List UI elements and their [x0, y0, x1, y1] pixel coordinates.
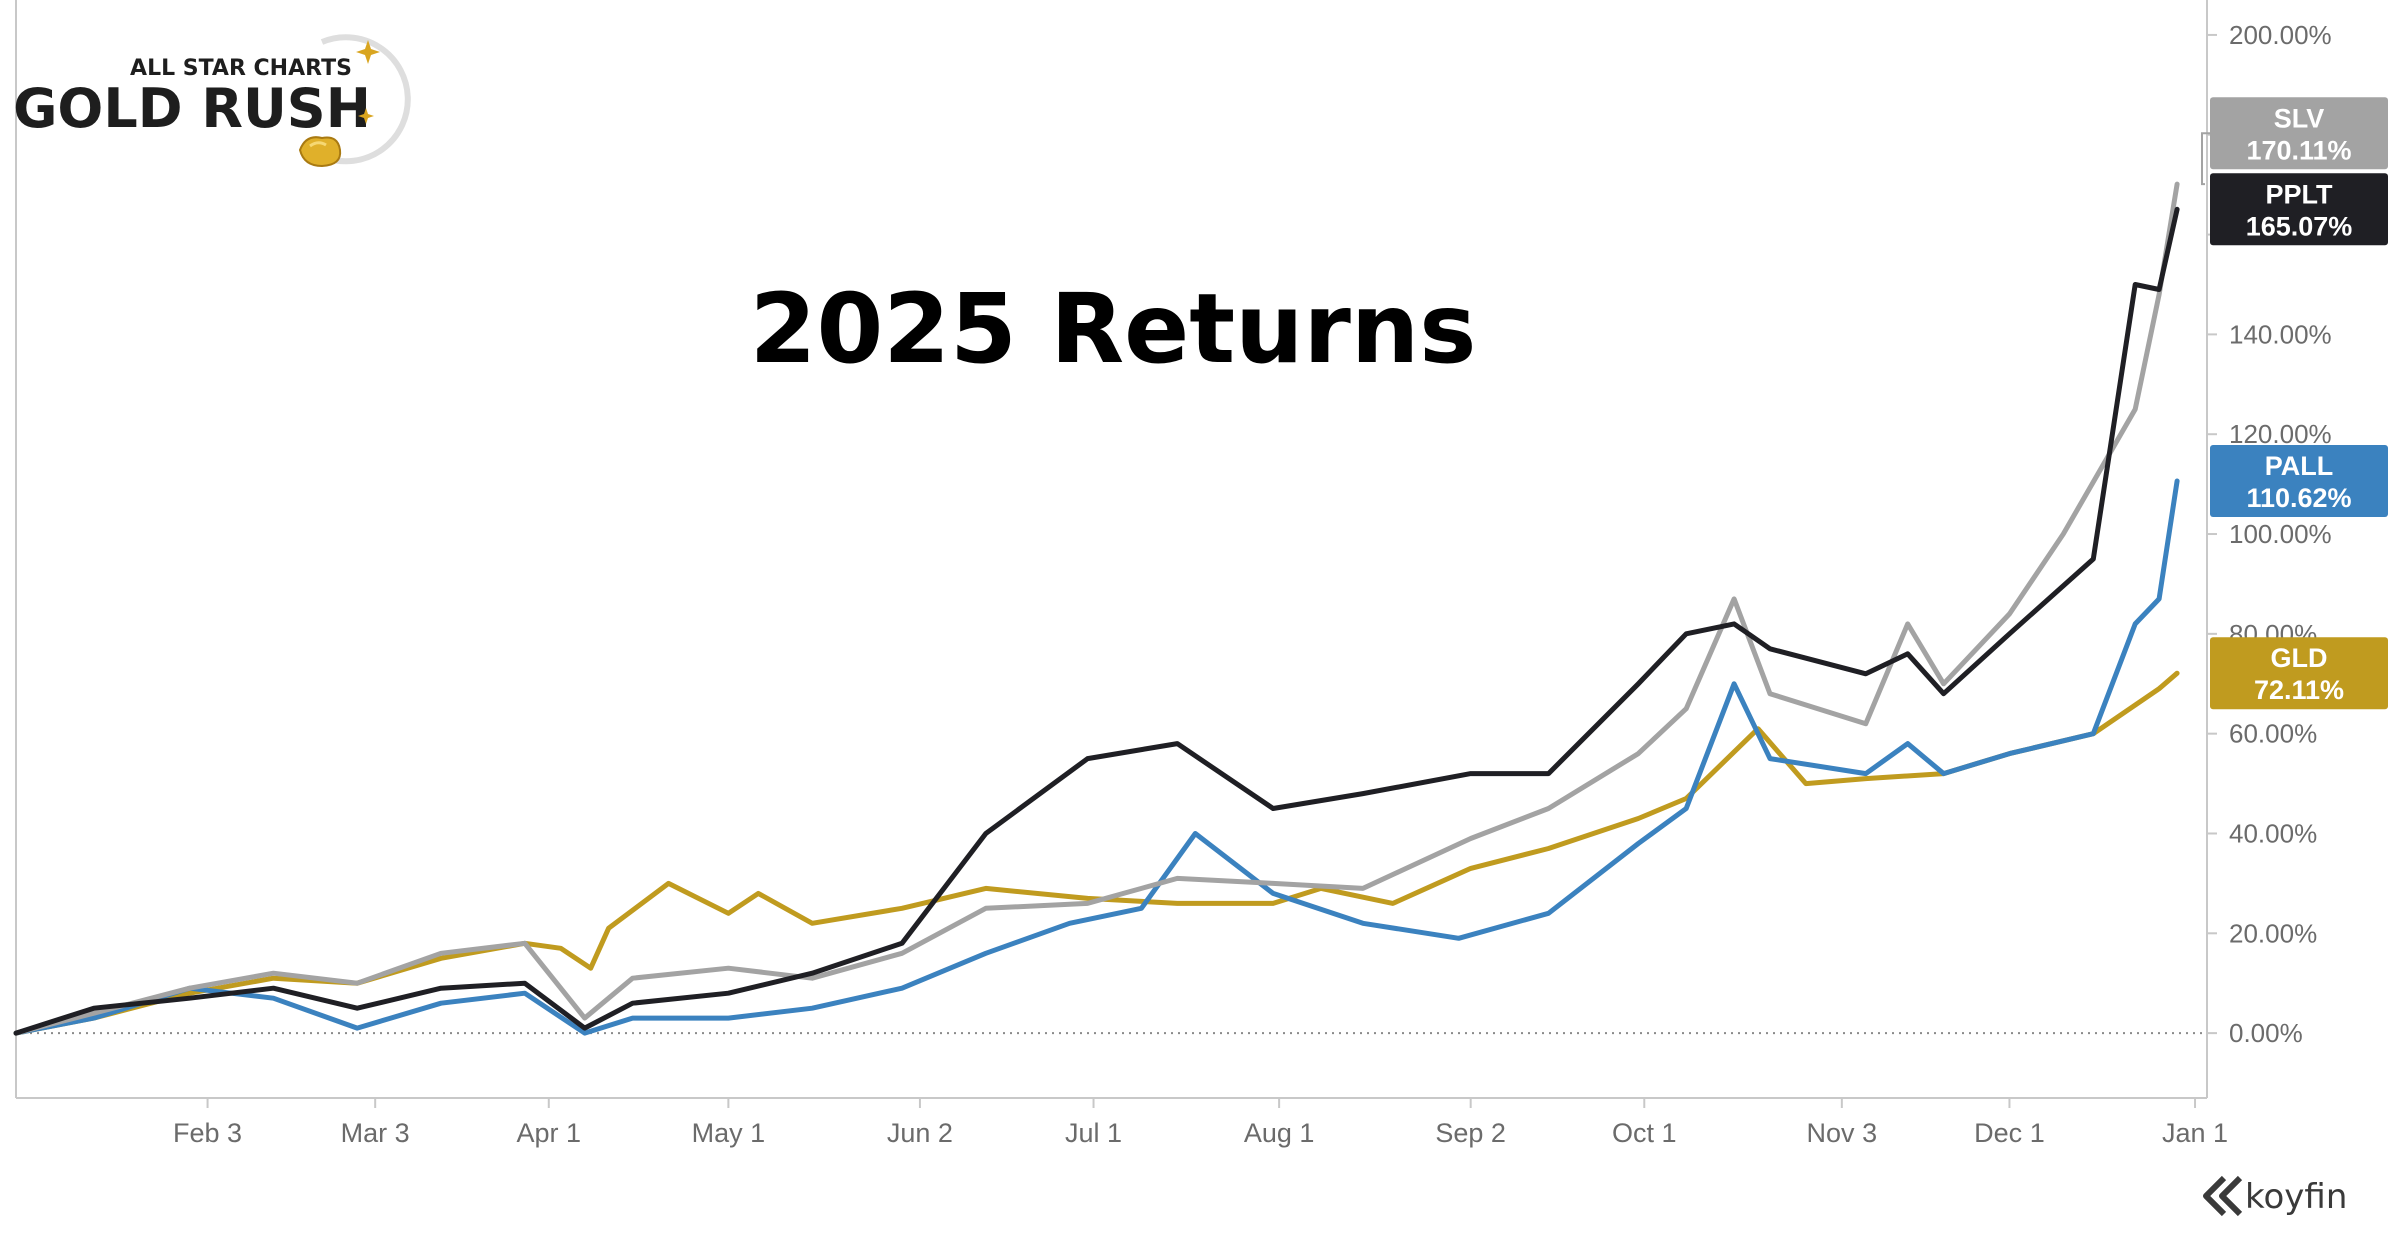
tag-series-name: GLD: [2271, 643, 2328, 673]
gold-rush-logo: ALL STAR CHARTS GOLD RUSH: [13, 34, 411, 168]
y-tick-label: 100.00%: [2229, 519, 2332, 549]
tag-series-value: 110.62%: [2246, 483, 2351, 513]
tag-box: [2210, 173, 2388, 246]
x-tick-label: Jul 1: [1065, 1118, 1122, 1148]
sparkle-icon: [356, 40, 380, 124]
tag-box: [2210, 637, 2388, 710]
x-tick-label: Jun 2: [887, 1118, 953, 1148]
x-tick-label: Jan 1: [2162, 1118, 2228, 1148]
end-value-tags: SLV170.11%PPLT165.07%PALL110.62%GLD72.11…: [2201, 97, 2388, 710]
koyfin-chevron-icon: [2203, 1175, 2243, 1217]
x-tick-label: Nov 3: [1807, 1118, 1878, 1148]
logo-line2: GOLD RUSH: [13, 77, 371, 140]
koyfin-label: koyfin: [2245, 1177, 2347, 1217]
tag-series-name: PPLT: [2266, 179, 2334, 209]
gold-nugget-icon: [298, 136, 342, 168]
y-tick-label: 20.00%: [2229, 918, 2317, 948]
tag-series-value: 72.11%: [2254, 675, 2344, 705]
y-tick-label: 40.00%: [2229, 818, 2317, 848]
tag-series-name: PALL: [2265, 451, 2334, 481]
y-tick-label: 200.00%: [2229, 20, 2332, 50]
series-line-slv: [13, 181, 2180, 1036]
x-tick-label: Oct 1: [1612, 1118, 1677, 1148]
tag-box: [2210, 97, 2388, 170]
logo-ring: [320, 34, 411, 165]
x-tick-label: Sep 2: [1435, 1118, 1506, 1148]
y-tick-label: 120.00%: [2229, 419, 2332, 449]
x-tick-label: Aug 1: [1244, 1118, 1315, 1148]
x-tick-label: Mar 3: [341, 1118, 410, 1148]
tag-series-value: 170.11%: [2246, 135, 2351, 165]
x-axis: Feb 3 Mar 3 Apr 1 May 1 Jun 2 Jul 1 Aug 1 Sep 2…: [173, 1098, 2228, 1148]
series-layer: [13, 181, 2180, 1036]
tag-box: [2210, 445, 2388, 518]
koyfin-brand: koyfin: [2203, 1175, 2347, 1217]
x-tick-label: May 1: [692, 1118, 766, 1148]
x-tick-label: Apr 1: [517, 1118, 582, 1148]
y-tick-label: 60.00%: [2229, 719, 2317, 749]
series-line-pall: [13, 478, 2180, 1036]
tag-connector: [2201, 132, 2210, 186]
y-tick-label: 140.00%: [2229, 319, 2332, 349]
tag-series-value: 165.07%: [2246, 211, 2353, 241]
chart-title: 2025 Returns: [750, 273, 1477, 385]
series-line-pplt: [13, 206, 2180, 1036]
y-tick-label: 0.00%: [2229, 1018, 2303, 1048]
series-line-gld: [13, 670, 2180, 1036]
logo-line1: ALL STAR CHARTS: [130, 56, 352, 81]
tag-series-name: SLV: [2274, 103, 2325, 133]
x-tick-label: Dec 1: [1974, 1118, 2045, 1148]
x-tick-label: Feb 3: [173, 1118, 242, 1148]
